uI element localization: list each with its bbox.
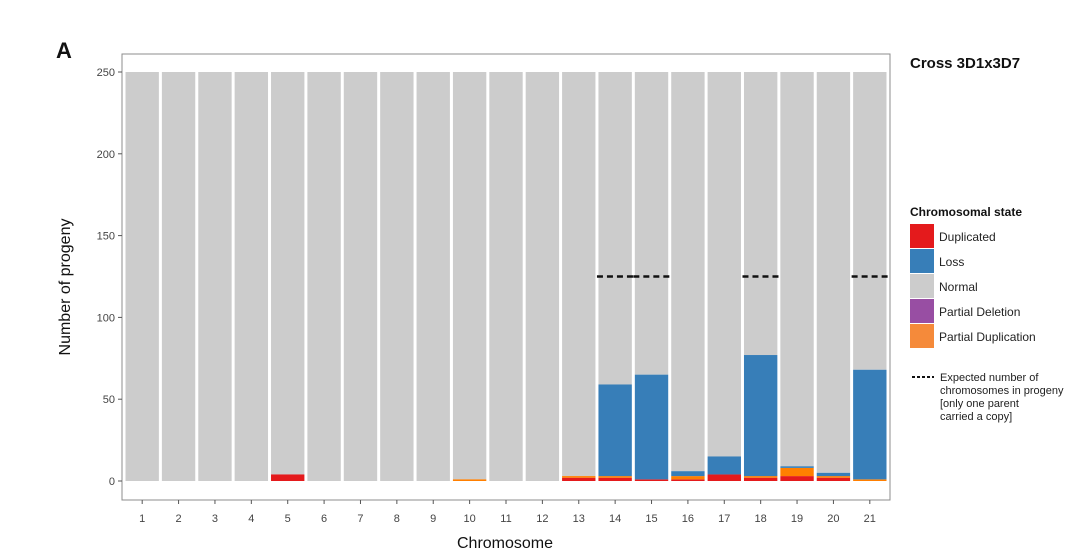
bar-loss-chr-14 — [598, 384, 632, 477]
y-axis-title: Number of progeny — [57, 219, 74, 356]
bar-duplicated-chr-14 — [598, 477, 632, 481]
bar-normal-chr-10 — [452, 72, 487, 480]
bar-normal-chr-18 — [743, 72, 778, 356]
legend-title: Chromosomal state — [910, 205, 1022, 219]
legend-label: Partial Duplication — [939, 330, 1036, 344]
bar-partial-duplication-chr-21 — [853, 479, 887, 481]
legend-expected-note: [only one parent — [940, 398, 1019, 410]
x-tick-label: 5 — [285, 513, 291, 525]
legend-swatch-normal — [910, 274, 934, 298]
bar-normal-chr-15 — [634, 72, 669, 375]
bar-normal-chr-16 — [671, 72, 705, 472]
y-tick-label: 200 — [97, 149, 115, 161]
bar-partial-duplication-chr-18 — [743, 476, 778, 478]
x-tick-label: 9 — [430, 513, 436, 525]
bar-normal-chr-3 — [198, 72, 232, 481]
bar-loss-chr-17 — [707, 456, 741, 475]
bar-duplicated-chr-13 — [562, 477, 596, 481]
bar-normal-chr-4 — [234, 72, 269, 481]
y-tick-label: 0 — [109, 476, 115, 488]
x-tick-label: 4 — [248, 513, 254, 525]
bar-normal-chr-19 — [780, 72, 814, 467]
legend-label: Duplicated — [939, 230, 996, 244]
bar-partial-duplication-chr-19 — [780, 467, 814, 477]
legend-label: Partial Deletion — [939, 305, 1020, 319]
bar-normal-chr-11 — [489, 72, 523, 481]
bar-loss-chr-20 — [816, 472, 851, 477]
bars-group — [125, 72, 887, 481]
x-tick-label: 11 — [500, 513, 511, 525]
bar-normal-chr-17 — [707, 72, 741, 457]
bar-duplicated-chr-19 — [780, 476, 814, 481]
bar-loss-chr-19 — [780, 466, 814, 468]
bar-normal-chr-7 — [343, 72, 378, 481]
bar-normal-chr-20 — [816, 72, 851, 473]
bar-normal-chr-21 — [853, 72, 887, 370]
x-tick-label: 2 — [176, 513, 182, 525]
x-tick-label: 10 — [463, 513, 475, 525]
bar-normal-chr-8 — [380, 72, 414, 481]
y-tick-label: 100 — [97, 312, 115, 324]
x-tick-label: 1 — [139, 513, 145, 525]
bar-partial-duplication-chr-20 — [816, 476, 851, 478]
bar-duplicated-chr-16 — [671, 479, 705, 481]
x-tick-label: 16 — [682, 513, 694, 525]
x-tick-label: 6 — [321, 513, 327, 525]
chart-title: Cross 3D1x3D7 — [910, 55, 1020, 72]
x-axis-title: Chromosome — [457, 535, 553, 552]
y-tick-label: 250 — [97, 67, 115, 79]
bar-normal-chr-9 — [416, 72, 450, 481]
x-tick-label: 14 — [609, 513, 621, 525]
legend-expected-note: chromosomes in progeny — [940, 385, 1064, 397]
x-tick-label: 7 — [357, 513, 363, 525]
y-tick-label: 150 — [97, 231, 115, 243]
legend-label: Loss — [939, 255, 964, 269]
legend-expected-note: Expected number of — [940, 372, 1039, 384]
legend-swatch-partial-duplication — [910, 324, 934, 348]
legend-label: Normal — [939, 280, 978, 294]
legend-swatch-duplicated — [910, 224, 934, 248]
panel-label: A — [56, 38, 72, 63]
bar-partial-duplication-chr-14 — [598, 476, 632, 478]
y-axis: 0 50 100 150 200 250 — [97, 67, 122, 488]
bar-duplicated-chr-18 — [743, 477, 778, 481]
bar-partial-duplication-chr-13 — [562, 476, 596, 478]
x-tick-label: 19 — [791, 513, 803, 525]
bar-normal-chr-1 — [125, 72, 159, 481]
bar-normal-chr-13 — [562, 72, 596, 477]
legend-expected-note: carried a copy] — [940, 411, 1012, 423]
bar-loss-chr-21 — [853, 369, 887, 480]
x-tick-label: 20 — [827, 513, 839, 525]
x-tick-label: 3 — [212, 513, 218, 525]
legend-swatch-loss — [910, 249, 934, 273]
y-tick-label: 50 — [103, 394, 115, 406]
bar-duplicated-chr-15 — [634, 479, 669, 481]
x-axis: 1 2 3 4 5 6 7 8 9 10 11 12 13 14 15 16 17 18 19 20 21 — [139, 500, 876, 525]
bar-normal-chr-5 — [271, 72, 305, 475]
legend-swatch-partial-deletion — [910, 299, 934, 323]
bar-loss-chr-16 — [671, 471, 705, 477]
x-tick-label: 12 — [536, 513, 548, 525]
bar-normal-chr-2 — [161, 72, 196, 481]
bar-loss-chr-15 — [634, 374, 669, 480]
x-tick-label: 17 — [718, 513, 730, 525]
x-tick-label: 18 — [755, 513, 767, 525]
bar-duplicated-chr-20 — [816, 477, 851, 481]
bar-normal-chr-12 — [525, 72, 560, 481]
x-tick-label: 15 — [645, 513, 657, 525]
bar-duplicated-chr-17 — [707, 474, 741, 481]
bar-normal-chr-6 — [307, 72, 341, 481]
bar-partial-duplication-chr-16 — [671, 476, 705, 480]
bar-normal-chr-14 — [598, 72, 632, 385]
legend: Chromosomal state Duplicated Loss Normal Par… — [910, 205, 1064, 423]
x-tick-label: 13 — [573, 513, 585, 525]
x-tick-label: 21 — [864, 513, 876, 525]
bar-loss-chr-18 — [743, 355, 778, 477]
bar-duplicated-chr-5 — [271, 474, 305, 481]
x-tick-label: 8 — [394, 513, 400, 525]
bar-partial-duplication-chr-10 — [452, 479, 487, 481]
